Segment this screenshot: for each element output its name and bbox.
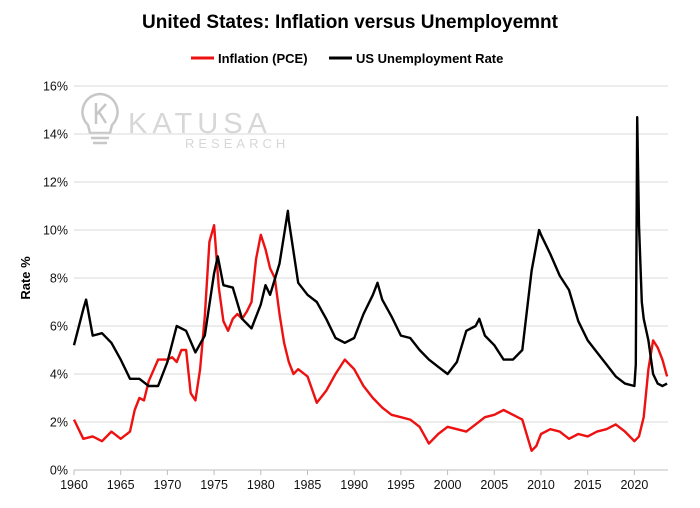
x-tick-label: 1995	[387, 478, 415, 492]
x-tick-label: 1980	[247, 478, 275, 492]
series-layer	[72, 116, 669, 452]
lightbulb-k-icon	[81, 92, 119, 145]
y-tick-label: 8%	[50, 272, 68, 286]
x-tick-label: 2005	[480, 478, 508, 492]
x-tick-label: 1960	[60, 478, 88, 492]
gridlines	[74, 85, 668, 423]
chart-title: United States: Inflation versus Unemploy…	[142, 12, 559, 33]
x-tick-label: 1975	[200, 478, 228, 492]
x-tick-label: 1965	[107, 478, 135, 492]
legend: Inflation (PCE) US Unemployment Rate	[191, 51, 503, 66]
y-tick-label: 4%	[50, 368, 68, 382]
x-tick-label: 2020	[620, 478, 648, 492]
y-tick-label: 14%	[43, 128, 68, 142]
legend-label-inflation: Inflation (PCE)	[218, 51, 308, 66]
x-tick-label: 2000	[434, 478, 462, 492]
series-line-inflation	[72, 224, 669, 452]
legend-label-unemployment: US Unemployment Rate	[356, 51, 503, 66]
y-tick-label: 10%	[43, 224, 68, 238]
x-tick-label: 1990	[340, 478, 368, 492]
y-tick-label: 12%	[43, 176, 68, 190]
watermark-logo: KATUSA RESEARCH	[81, 92, 289, 151]
y-tick-label: 0%	[50, 464, 68, 478]
y-tick-label: 16%	[43, 80, 68, 94]
x-tick-label: 2015	[574, 478, 602, 492]
watermark-sub: RESEARCH	[185, 136, 289, 151]
y-tick-label: 2%	[50, 416, 68, 430]
y-tick-label: 6%	[50, 320, 68, 334]
watermark-name: KATUSA	[128, 108, 272, 140]
series-line-unemployment	[72, 116, 668, 388]
y-tick-labels: 0% 2% 4% 6% 8% 10% 12% 14% 16%	[43, 80, 68, 478]
x-tick-labels: 1960 1965 1970 1975 1980 1985 1990 1995 2000 2005…	[60, 470, 648, 492]
y-axis-label: Rate %	[18, 256, 33, 300]
x-tick-label: 1970	[153, 478, 181, 492]
x-tick-label: 2010	[527, 478, 555, 492]
x-tick-label: 1985	[294, 478, 322, 492]
